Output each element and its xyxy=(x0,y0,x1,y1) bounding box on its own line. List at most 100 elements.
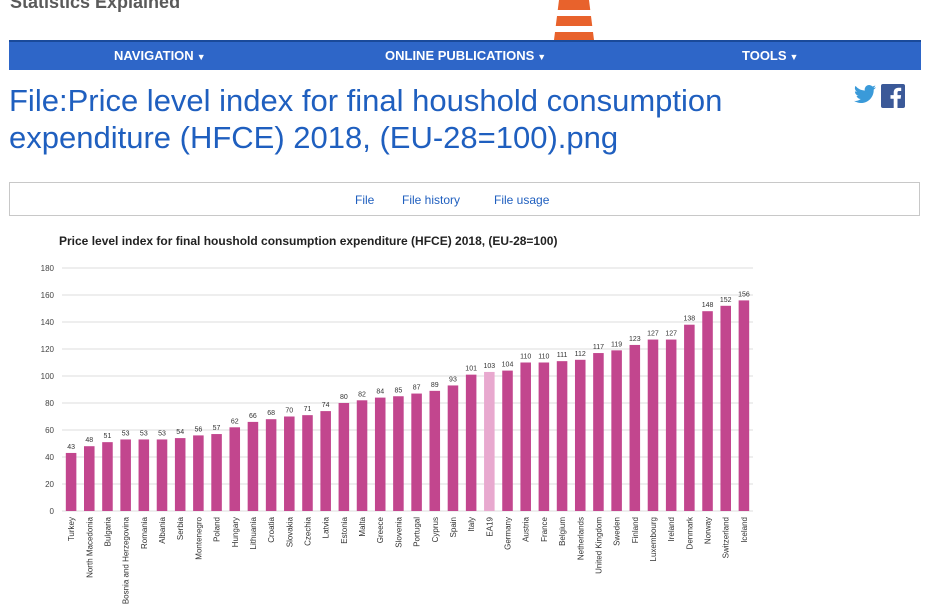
bar xyxy=(684,324,695,511)
file-tabs: File File history File usage xyxy=(9,182,920,216)
bar xyxy=(120,439,131,511)
bar-value-label: 54 xyxy=(176,429,184,436)
bar-value-label: 89 xyxy=(431,382,439,389)
chart-title: Price level index for final houshold con… xyxy=(59,234,557,248)
bar-value-label: 111 xyxy=(557,352,568,359)
x-tick-label: Turkey xyxy=(67,517,76,541)
bar-value-label: 62 xyxy=(231,418,239,425)
x-tick-label: Spain xyxy=(449,517,458,537)
bar xyxy=(720,305,731,511)
x-tick-label: Slovakia xyxy=(285,516,294,547)
bar-value-label: 51 xyxy=(104,433,112,440)
bar xyxy=(429,390,441,511)
y-tick-label: 40 xyxy=(45,453,54,462)
data-labels: 43 48 51 53 53 53 54 56 57 62 66 68 70 71 74 80 82 84 85 87… xyxy=(67,291,750,451)
x-tick-label: Czechia xyxy=(303,516,312,545)
bar xyxy=(174,438,186,511)
bar-value-label: 112 xyxy=(575,351,586,358)
bar-value-label: 53 xyxy=(158,430,166,437)
bar-value-label: 104 xyxy=(502,362,514,369)
x-tick-label: Hungary xyxy=(231,517,240,547)
caret-down-icon: ▼ xyxy=(789,52,799,62)
bar-value-label: 119 xyxy=(611,341,622,348)
bar-value-label: 57 xyxy=(213,425,221,432)
nav-tools[interactable]: TOOLS ▼ xyxy=(742,48,798,63)
bar-value-label: 43 xyxy=(67,444,75,451)
bar xyxy=(447,385,459,511)
bar-value-label: 53 xyxy=(122,430,130,437)
bar xyxy=(265,419,277,511)
y-axis-ticks: 0 20 40 60 80 100 120 140 160 180 xyxy=(41,264,55,516)
x-tick-label: Estonia xyxy=(340,516,349,543)
bar xyxy=(193,435,204,511)
bar-value-label: 127 xyxy=(665,331,677,338)
bar-value-label: 103 xyxy=(483,363,495,370)
x-axis-ticks: Turkey North Macedonia Bulgaria Bosnia and … xyxy=(67,516,749,604)
bar xyxy=(356,400,368,511)
bar xyxy=(156,439,168,511)
x-tick-label: Montenegro xyxy=(194,516,203,559)
tab-file-usage[interactable]: File usage xyxy=(494,193,550,207)
bar xyxy=(302,415,313,511)
x-tick-label: Greece xyxy=(376,516,385,543)
x-tick-label: Croatia xyxy=(267,516,276,542)
tab-file[interactable]: File xyxy=(355,193,375,207)
nav-navigation-label: NAVIGATION xyxy=(114,48,194,63)
bar-value-label: 123 xyxy=(629,336,641,343)
x-tick-label: France xyxy=(540,516,549,541)
bar-value-label: 70 xyxy=(285,408,293,415)
x-tick-label: Bosnia and Herzegovina xyxy=(122,516,131,604)
twitter-icon[interactable] xyxy=(853,84,877,106)
bar xyxy=(611,350,622,511)
x-tick-label: Ireland xyxy=(667,517,676,541)
bar-value-label: 56 xyxy=(194,426,202,433)
bar-value-label: 66 xyxy=(249,413,257,420)
bar-value-label: 71 xyxy=(304,406,312,413)
bar-value-label: 87 xyxy=(413,385,421,392)
bar-value-label: 68 xyxy=(267,410,275,417)
bar xyxy=(465,374,477,511)
x-tick-label: Sweden xyxy=(613,517,622,546)
y-tick-label: 100 xyxy=(41,372,55,381)
bar xyxy=(556,361,568,511)
bar xyxy=(211,434,222,511)
bar-value-label: 80 xyxy=(340,394,348,401)
bar xyxy=(593,353,604,511)
x-tick-label: Austria xyxy=(522,516,531,541)
x-tick-label: Switzerland xyxy=(722,517,731,558)
bar xyxy=(665,339,677,511)
bar-value-label: 93 xyxy=(449,376,457,383)
x-tick-label: Bulgaria xyxy=(103,516,112,546)
nav-online-publications[interactable]: ONLINE PUBLICATIONS ▼ xyxy=(385,48,546,63)
x-tick-label: Slovenia xyxy=(394,516,403,547)
bar-value-label: 101 xyxy=(465,366,477,373)
bar-value-label: 152 xyxy=(720,297,732,304)
facebook-icon[interactable] xyxy=(881,84,905,108)
bar xyxy=(502,370,513,511)
x-tick-label: Belgium xyxy=(558,517,567,546)
y-tick-label: 20 xyxy=(45,480,54,489)
x-tick-label: Lithuania xyxy=(249,516,258,549)
caret-down-icon: ▼ xyxy=(537,52,547,62)
bars xyxy=(65,300,750,511)
bar-value-label: 138 xyxy=(684,316,696,323)
bar-value-label: 82 xyxy=(358,391,366,398)
bar xyxy=(574,359,586,511)
x-tick-label: Germany xyxy=(504,517,513,550)
x-tick-label: Finland xyxy=(631,517,640,543)
site-name[interactable]: Statistics Explained xyxy=(10,0,181,12)
bar xyxy=(138,439,150,511)
y-tick-label: 60 xyxy=(45,426,54,435)
bar xyxy=(102,442,113,511)
nav-navigation[interactable]: NAVIGATION ▼ xyxy=(114,48,206,63)
y-tick-label: 180 xyxy=(41,264,55,273)
tab-file-history[interactable]: File history xyxy=(402,193,461,207)
y-tick-label: 140 xyxy=(41,318,55,327)
x-tick-label: Romania xyxy=(140,516,149,549)
bar xyxy=(702,311,713,511)
bar xyxy=(629,344,641,511)
bar xyxy=(84,446,95,511)
x-tick-label: Poland xyxy=(213,517,222,542)
bar-value-label: 110 xyxy=(520,354,531,361)
y-tick-label: 120 xyxy=(41,345,55,354)
